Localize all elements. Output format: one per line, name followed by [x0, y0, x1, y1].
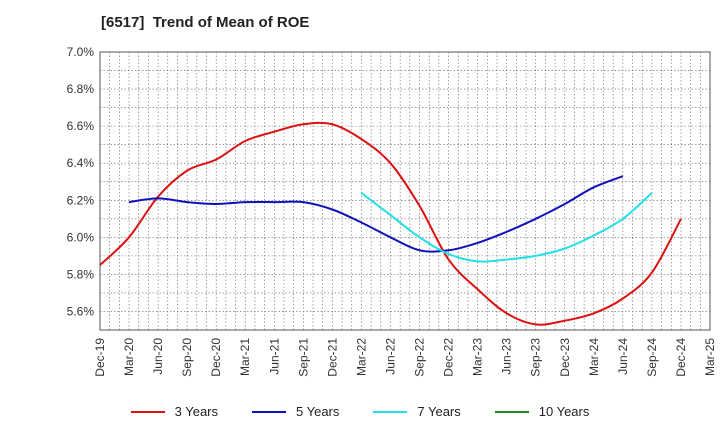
legend-item: 3 Years — [130, 404, 218, 419]
y-tick-label: 6.4% — [67, 156, 95, 170]
x-tick-label: Mar-21 — [238, 338, 252, 376]
x-tick-label: Mar-20 — [122, 338, 136, 376]
x-tick-label: Mar-24 — [587, 338, 601, 376]
y-tick-label: 6.6% — [67, 119, 95, 133]
legend-item: 10 Years — [494, 404, 590, 419]
y-tick-label: 5.6% — [67, 304, 95, 318]
x-tick-label: Sep-22 — [413, 338, 427, 377]
legend-swatch — [252, 410, 286, 413]
legend-label: 10 Years — [538, 404, 590, 419]
plot-frame — [99, 51, 711, 331]
roe-line-chart: 5.6% 5.8% 6.0% 6.2% 6.4% 6.6% 6.8% 7.0% Dec-19 M… — [67, 45, 717, 377]
chart-title: [6517] Trend of Mean of ROE — [101, 14, 310, 31]
x-tick-label: Sep-20 — [180, 338, 194, 377]
x-tick-label: Dec-21 — [325, 338, 339, 377]
x-tick-label: Jun-24 — [616, 338, 630, 375]
gridlines — [100, 52, 710, 330]
x-tick-label: Mar-22 — [354, 338, 368, 376]
x-tick-label: Dec-20 — [209, 338, 223, 377]
x-tick-label: Jun-20 — [151, 338, 165, 375]
x-tick-label: Dec-23 — [558, 338, 572, 377]
legend-item: 5 Years — [252, 404, 339, 419]
x-tick-label: Dec-22 — [442, 338, 456, 377]
y-tick-label: 6.0% — [67, 230, 95, 244]
series-line-7-years — [360, 192, 653, 263]
x-tick-label: Jun-21 — [267, 338, 281, 375]
y-tick-label: 5.8% — [67, 267, 95, 281]
x-tick-label: Dec-19 — [93, 338, 107, 377]
x-tick-label: Mar-23 — [471, 338, 485, 376]
legend-label: 5 Years — [296, 404, 340, 419]
x-tick-label: Jun-22 — [383, 338, 397, 375]
y-tick-label: 7.0% — [67, 45, 95, 59]
x-tick-label: Sep-23 — [529, 338, 543, 377]
x-tick-label: Sep-24 — [645, 338, 659, 377]
series-line-5-years — [128, 175, 624, 253]
y-axis-ticks: 5.6% 5.8% 6.0% 6.2% 6.4% 6.6% 6.8% 7.0% — [67, 45, 95, 318]
x-axis-ticks: Dec-19 Mar-20 Jun-20 Sep-20 Dec-20 Mar-21 Jun-… — [93, 338, 717, 377]
chart-legend: 3 Years 5 Years 7 Years 10 Years — [0, 404, 720, 419]
x-tick-label: Jun-23 — [500, 338, 514, 375]
legend-label: 3 Years — [174, 404, 218, 419]
legend-item: 7 Years — [373, 404, 461, 419]
legend-swatch — [130, 410, 165, 413]
legend-swatch — [494, 410, 529, 413]
x-tick-label: Sep-21 — [296, 338, 310, 377]
y-tick-label: 6.8% — [67, 82, 95, 96]
series-lines — [99, 121, 682, 326]
x-tick-label: Dec-24 — [674, 338, 688, 377]
y-tick-label: 6.2% — [67, 193, 95, 207]
series-line-3-years — [99, 121, 682, 326]
x-tick-label: Mar-25 — [703, 338, 717, 376]
legend-swatch — [373, 410, 408, 413]
legend-label: 7 Years — [417, 404, 461, 419]
